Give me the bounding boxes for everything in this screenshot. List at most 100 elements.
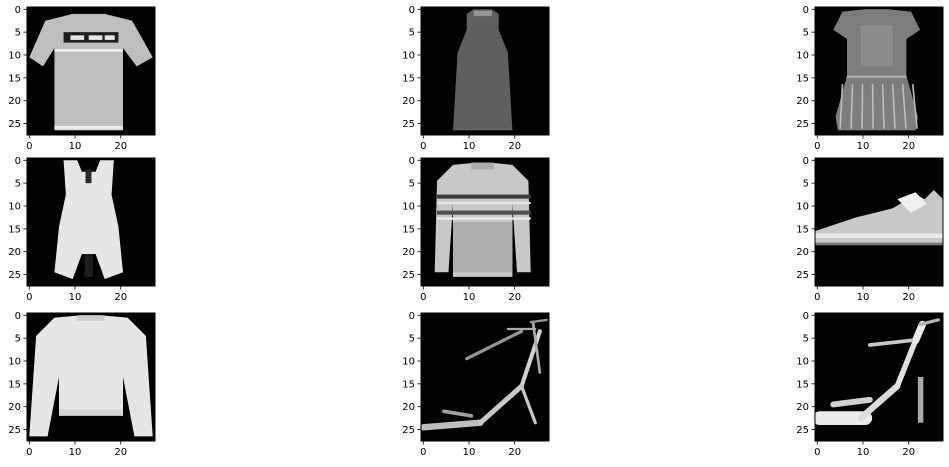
pullover-image bbox=[434, 162, 531, 277]
x-tick-label: 0 bbox=[26, 141, 32, 152]
y-tick-label: 5 bbox=[15, 179, 21, 190]
y-tick-label: 20 bbox=[8, 402, 21, 413]
y-tick-label: 25 bbox=[796, 425, 809, 436]
x-tick-label: 10 bbox=[69, 141, 82, 152]
y-tick-label: 10 bbox=[402, 202, 415, 213]
x-tick-label: 20 bbox=[902, 447, 915, 458]
image-panel-sandal: 0 10 20 0 5 10 15 20 25 bbox=[402, 311, 550, 458]
y-tick-label: 10 bbox=[402, 51, 415, 62]
y-tick-label: 10 bbox=[796, 357, 809, 368]
y-tick-label: 5 bbox=[409, 334, 415, 345]
axes-frame bbox=[420, 157, 550, 287]
axes-frame bbox=[814, 312, 944, 442]
y-tick-label: 0 bbox=[15, 5, 21, 16]
y-tick-label: 10 bbox=[796, 51, 809, 62]
y-tick-label: 10 bbox=[402, 357, 415, 368]
x-tick-label: 10 bbox=[463, 141, 476, 152]
axes-frame bbox=[26, 312, 156, 442]
y-tick-label: 10 bbox=[8, 202, 21, 213]
image-panel-dress: 0 10 20 0 5 10 15 20 25 bbox=[8, 156, 156, 303]
x-tick-label: 20 bbox=[114, 292, 127, 303]
panels-layer: 0 10 20 0 5 10 15 20 25 0 10 20 0 5 10 15 20 25 0 10 20 0 5 10 1… bbox=[8, 5, 944, 458]
image-panel-pullover: 0 10 20 0 5 10 15 20 25 bbox=[402, 156, 550, 303]
dress-image bbox=[453, 9, 513, 131]
sandal-image bbox=[420, 318, 548, 431]
y-tick-label: 0 bbox=[15, 156, 21, 167]
y-tick-label: 15 bbox=[796, 224, 809, 235]
image-panel-pullover: 0 10 20 0 5 10 15 20 25 bbox=[8, 311, 156, 458]
y-tick-label: 15 bbox=[8, 379, 21, 390]
y-tick-label: 20 bbox=[796, 96, 809, 107]
x-tick-label: 0 bbox=[26, 292, 32, 303]
x-tick-label: 10 bbox=[857, 292, 870, 303]
y-tick-label: 15 bbox=[402, 379, 415, 390]
y-tick-label: 0 bbox=[409, 156, 415, 167]
y-tick-label: 25 bbox=[796, 119, 809, 130]
x-tick-label: 0 bbox=[814, 447, 820, 458]
axes-frame bbox=[420, 312, 550, 442]
y-tick-label: 25 bbox=[8, 425, 21, 436]
y-tick-label: 5 bbox=[803, 28, 809, 39]
y-tick-label: 15 bbox=[796, 379, 809, 390]
x-tick-label: 10 bbox=[857, 141, 870, 152]
x-tick-label: 0 bbox=[420, 292, 426, 303]
x-tick-label: 10 bbox=[857, 447, 870, 458]
dress-image bbox=[833, 9, 921, 131]
y-tick-label: 25 bbox=[796, 270, 809, 281]
y-tick-label: 15 bbox=[402, 73, 415, 84]
y-tick-label: 25 bbox=[8, 119, 21, 130]
x-tick-label: 0 bbox=[420, 447, 426, 458]
x-tick-label: 10 bbox=[69, 447, 82, 458]
x-tick-label: 0 bbox=[26, 447, 32, 458]
y-tick-label: 15 bbox=[8, 224, 21, 235]
x-tick-label: 20 bbox=[114, 447, 127, 458]
x-tick-label: 10 bbox=[463, 292, 476, 303]
x-tick-label: 10 bbox=[69, 292, 82, 303]
y-tick-label: 0 bbox=[409, 311, 415, 322]
y-tick-label: 15 bbox=[8, 73, 21, 84]
y-tick-label: 5 bbox=[409, 179, 415, 190]
y-tick-label: 20 bbox=[402, 96, 415, 107]
x-tick-label: 0 bbox=[814, 141, 820, 152]
pullover-image bbox=[29, 315, 153, 437]
y-tick-label: 5 bbox=[409, 28, 415, 39]
image-panel-sneaker: 0 10 20 0 5 10 15 20 25 bbox=[796, 156, 944, 303]
y-tick-label: 0 bbox=[15, 311, 21, 322]
y-tick-label: 15 bbox=[796, 73, 809, 84]
x-tick-label: 20 bbox=[902, 141, 915, 152]
y-tick-label: 20 bbox=[8, 247, 21, 258]
axes-frame bbox=[814, 157, 944, 287]
t-shirt-image bbox=[29, 13, 153, 131]
y-tick-label: 5 bbox=[15, 28, 21, 39]
y-tick-label: 25 bbox=[8, 270, 21, 281]
image-panel-t-shirt: 0 10 20 0 5 10 15 20 25 bbox=[8, 5, 156, 152]
axes-frame bbox=[814, 6, 944, 136]
y-tick-label: 10 bbox=[8, 51, 21, 62]
image-panel-sandal: 0 10 20 0 5 10 15 20 25 bbox=[796, 311, 944, 458]
image-panel-dress: 0 10 20 0 5 10 15 20 25 bbox=[796, 5, 944, 152]
y-tick-label: 0 bbox=[409, 5, 415, 16]
y-tick-label: 20 bbox=[796, 402, 809, 413]
y-tick-label: 20 bbox=[402, 247, 415, 258]
x-tick-label: 20 bbox=[508, 292, 521, 303]
y-tick-label: 5 bbox=[803, 334, 809, 345]
x-tick-label: 20 bbox=[902, 292, 915, 303]
y-tick-label: 10 bbox=[796, 202, 809, 213]
sandal-image bbox=[812, 318, 941, 426]
y-tick-label: 25 bbox=[402, 119, 415, 130]
axes-frame bbox=[26, 6, 156, 136]
y-tick-label: 20 bbox=[402, 402, 415, 413]
axes-frame bbox=[26, 157, 156, 287]
y-tick-label: 10 bbox=[8, 357, 21, 368]
y-tick-label: 0 bbox=[803, 5, 809, 16]
x-tick-label: 20 bbox=[508, 447, 521, 458]
sneaker-image bbox=[815, 190, 943, 246]
dress-image bbox=[54, 160, 123, 280]
y-tick-label: 0 bbox=[803, 156, 809, 167]
y-tick-label: 5 bbox=[803, 179, 809, 190]
y-tick-label: 25 bbox=[402, 425, 415, 436]
y-tick-label: 25 bbox=[402, 270, 415, 281]
x-tick-label: 10 bbox=[463, 447, 476, 458]
axes-frame bbox=[420, 6, 550, 136]
